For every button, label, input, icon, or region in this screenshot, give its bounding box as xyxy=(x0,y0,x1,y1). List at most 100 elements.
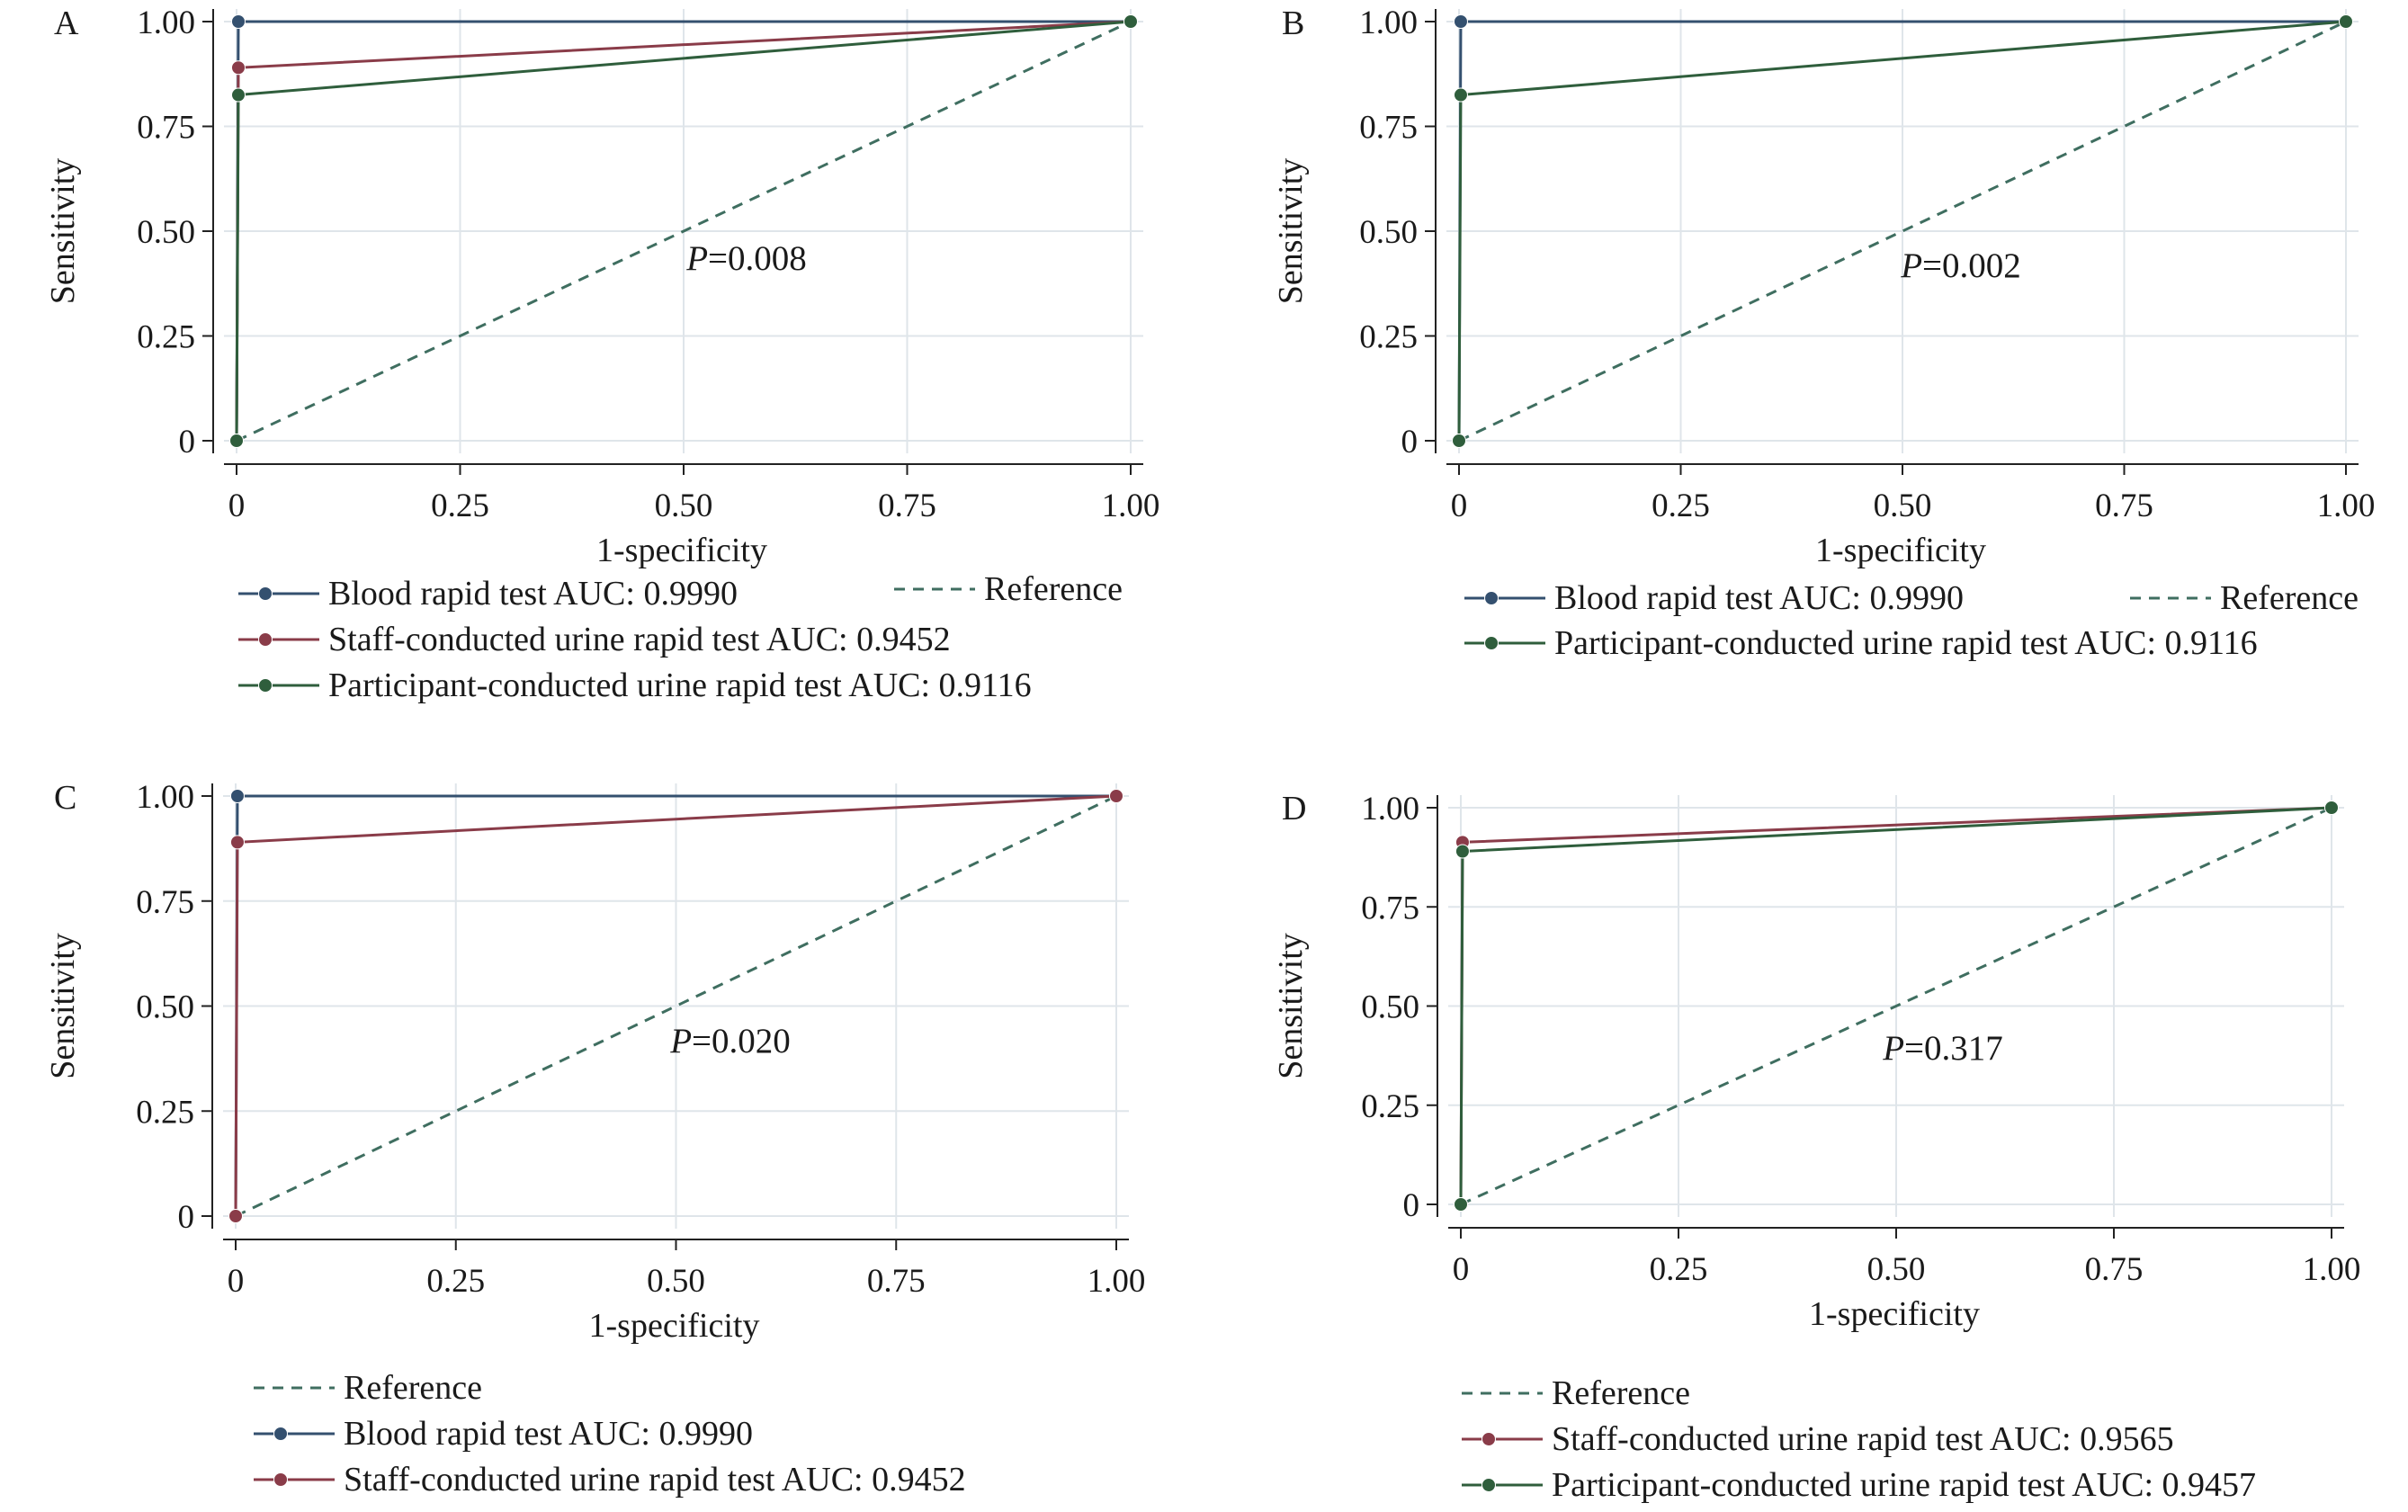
legend-entry: Participant-conducted urine rapid test A… xyxy=(1554,624,2258,662)
y-tick-label: 0.25 xyxy=(136,1094,194,1131)
legend-key-marker xyxy=(258,632,273,647)
y-tick-label: 0.50 xyxy=(137,214,195,251)
panel-label: A xyxy=(54,4,79,42)
x-axis-label: 1-specificity xyxy=(589,1307,760,1345)
x-tick-label: 0.25 xyxy=(1650,1251,1708,1288)
roc-point xyxy=(1109,789,1123,803)
x-tick-label: 0.75 xyxy=(878,488,936,524)
roc-point xyxy=(230,87,246,103)
roc-point xyxy=(1455,844,1470,859)
x-tick-label: 0 xyxy=(228,1263,245,1300)
roc-point xyxy=(228,1209,243,1223)
legend-entry: Staff-conducted urine rapid test AUC: 0.… xyxy=(344,1461,966,1499)
p-value-annotation: P=0.020 xyxy=(669,1022,791,1060)
roc-point xyxy=(1454,1197,1468,1212)
legend-key-marker xyxy=(1484,591,1499,605)
reference-line xyxy=(235,794,1117,1218)
legend-entry: Reference xyxy=(344,1369,482,1407)
x-tick-label: 0.75 xyxy=(2085,1251,2144,1288)
roc-point xyxy=(230,14,246,29)
legend-entry: Blood rapid test AUC: 0.9990 xyxy=(328,575,738,613)
y-tick-label: 0.50 xyxy=(136,989,194,1026)
p-value: =0.002 xyxy=(1922,246,2021,285)
y-axis-label: Sensitivity xyxy=(1272,933,1310,1079)
reference-line xyxy=(236,20,1132,443)
p-value: =0.317 xyxy=(1904,1029,2003,1068)
p-symbol: P xyxy=(1900,246,1922,285)
roc-point xyxy=(1453,14,1468,29)
roc-point xyxy=(1452,434,1466,448)
roc-point xyxy=(229,835,245,850)
x-tick-label: 0.25 xyxy=(426,1263,485,1300)
y-tick-label: 1.00 xyxy=(136,779,194,816)
panel-label: C xyxy=(54,779,76,817)
y-axis-label: Sensitivity xyxy=(44,158,82,305)
roc-point xyxy=(1453,87,1468,103)
legend-entry: Blood rapid test AUC: 0.9990 xyxy=(1554,579,1964,617)
roc-point xyxy=(229,434,244,448)
x-tick-label: 0.25 xyxy=(1652,488,1710,524)
legend-entry: Reference xyxy=(1552,1374,1690,1412)
legend-entry: Participant-conducted urine rapid test A… xyxy=(328,667,1032,704)
panel-a: A 0 0.25 0.50 0.75 1.00 0 0.25 0.50 0.75 1.00 1-spe… xyxy=(44,4,1159,704)
x-tick-label: 1.00 xyxy=(2317,488,2376,524)
x-tick-label: 0.50 xyxy=(1874,488,1932,524)
y-tick-label: 0.50 xyxy=(1359,214,1418,251)
legend-key-marker xyxy=(258,586,273,601)
y-tick-label: 1.00 xyxy=(1359,4,1418,41)
p-symbol: P xyxy=(669,1022,692,1060)
x-tick-label: 0.50 xyxy=(1867,1251,1926,1288)
legend-key-marker xyxy=(273,1427,288,1441)
p-value: =0.008 xyxy=(708,239,807,278)
p-value: =0.020 xyxy=(692,1022,791,1060)
y-tick-label: 0 xyxy=(179,424,196,461)
y-axis-label: Sensitivity xyxy=(44,933,82,1079)
legend-key-marker xyxy=(258,678,273,693)
x-axis-label: 1-specificity xyxy=(596,532,767,569)
legend-entry: Reference xyxy=(984,570,1123,608)
legend-key-marker xyxy=(1482,1432,1496,1446)
x-axis-label: 1-specificity xyxy=(1809,1295,1980,1333)
y-tick-label: 0.25 xyxy=(137,319,195,356)
x-axis-label: 1-specificity xyxy=(1815,532,1986,569)
panel-c: C 0 0.25 0.50 0.75 1.00 0 0.25 0.50 0.75 1.00 1-spe… xyxy=(44,779,1145,1499)
panel-d: D 0 0.25 0.50 0.75 1.00 0 0.25 0.50 0.75 1.00 1-spe… xyxy=(1272,790,2360,1504)
panel-label: B xyxy=(1282,4,1304,42)
legend-key-marker xyxy=(1484,636,1499,650)
legend-entry: Reference xyxy=(2220,579,2359,617)
y-tick-label: 0.25 xyxy=(1361,1088,1419,1125)
p-value-annotation: P=0.008 xyxy=(685,239,807,278)
x-tick-label: 0.25 xyxy=(431,488,489,524)
p-value-annotation: P=0.002 xyxy=(1900,246,2021,285)
y-tick-label: 0.75 xyxy=(136,884,194,921)
y-tick-label: 0.25 xyxy=(1359,319,1418,356)
legend-entry: Staff-conducted urine rapid test AUC: 0.… xyxy=(328,621,951,658)
p-symbol: P xyxy=(685,239,708,278)
p-symbol: P xyxy=(1882,1029,1904,1068)
y-tick-label: 0 xyxy=(1403,1187,1420,1224)
reference-line xyxy=(1458,20,2347,443)
y-tick-label: 0.75 xyxy=(137,110,195,147)
roc-point xyxy=(2324,801,2339,815)
roc-point xyxy=(1123,14,1138,29)
legend-key-marker xyxy=(1482,1478,1496,1492)
x-tick-label: 0 xyxy=(1453,1251,1470,1288)
y-tick-label: 0 xyxy=(178,1199,195,1236)
legend-entry: Blood rapid test AUC: 0.9990 xyxy=(344,1415,753,1453)
roc-point xyxy=(2339,14,2353,29)
roc-point xyxy=(230,60,246,76)
x-tick-label: 0.75 xyxy=(867,1263,926,1300)
p-value-annotation: P=0.317 xyxy=(1882,1029,2003,1068)
legend-entry: Staff-conducted urine rapid test AUC: 0.… xyxy=(1552,1420,2174,1458)
y-tick-label: 0.50 xyxy=(1361,989,1419,1026)
y-tick-label: 1.00 xyxy=(137,4,195,41)
legend-entry: Participant-conducted urine rapid test A… xyxy=(1552,1466,2256,1504)
x-tick-label: 1.00 xyxy=(1088,1263,1146,1300)
y-tick-label: 0.75 xyxy=(1361,890,1419,926)
x-tick-label: 0 xyxy=(228,488,246,524)
y-tick-label: 1.00 xyxy=(1361,791,1419,828)
y-tick-label: 0 xyxy=(1401,424,1419,461)
panel-label: D xyxy=(1282,790,1306,828)
y-tick-label: 0.75 xyxy=(1359,110,1418,147)
